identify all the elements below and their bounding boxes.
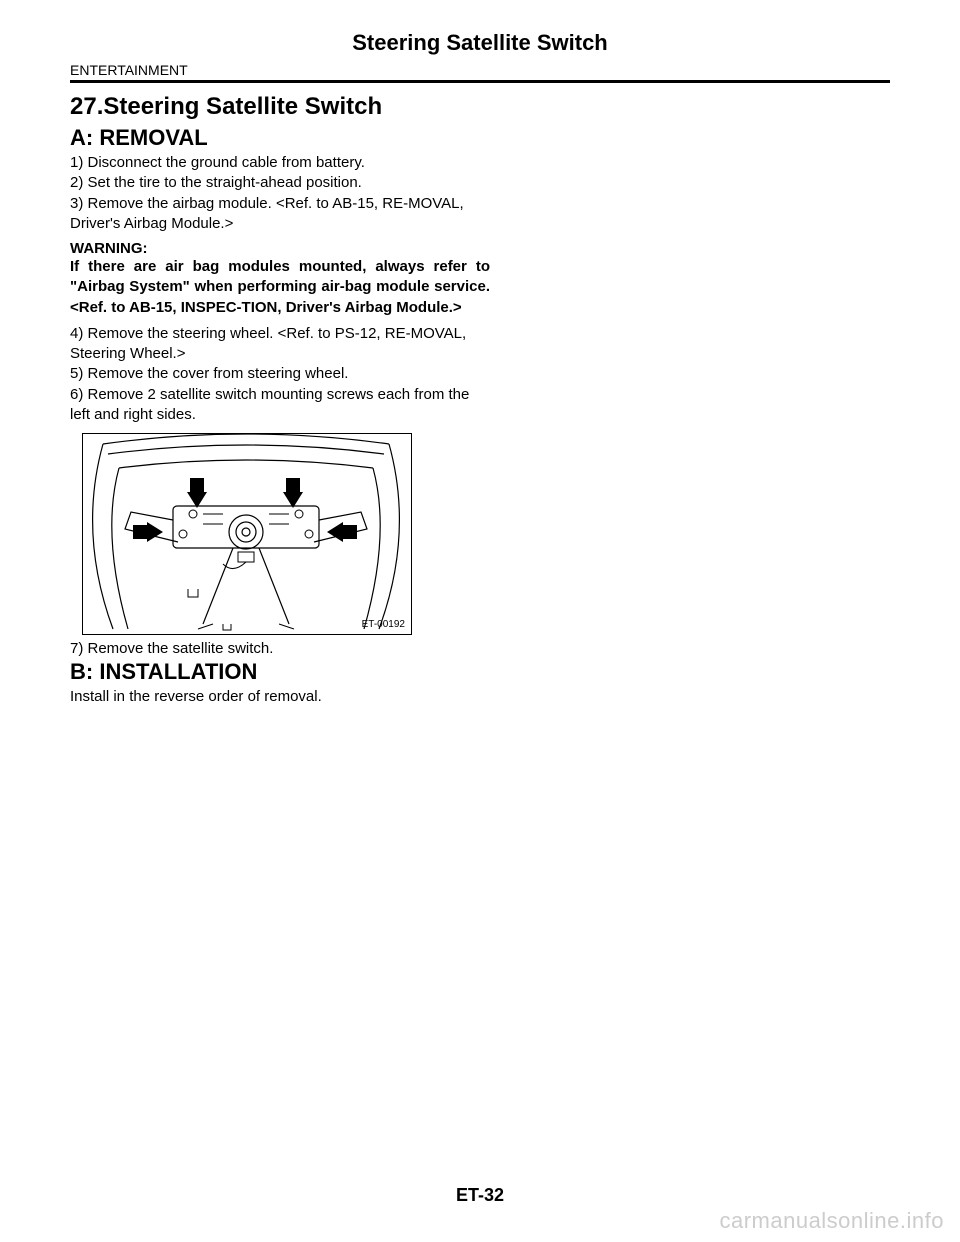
arrow-down-icon bbox=[283, 492, 303, 508]
section-b-text: Install in the reverse order of removal. bbox=[70, 687, 490, 707]
content-column: 27.Steering Satellite Switch A: REMOVAL … bbox=[70, 93, 490, 708]
warning-label: WARNING: bbox=[70, 240, 490, 257]
section-a-heading: A: REMOVAL bbox=[70, 125, 490, 151]
step-1: 1) Disconnect the ground cable from batt… bbox=[70, 153, 490, 173]
page-title: Steering Satellite Switch bbox=[70, 30, 890, 56]
step-5: 5) Remove the cover from steering wheel. bbox=[70, 364, 490, 384]
step-2: 2) Set the tire to the straight-ahead po… bbox=[70, 173, 490, 193]
step-4: 4) Remove the steering wheel. <Ref. to P… bbox=[70, 324, 490, 365]
arrow-down-icon bbox=[187, 492, 207, 508]
step-7: 7) Remove the satellite switch. bbox=[70, 639, 490, 659]
warning-text: If there are air bag modules mounted, al… bbox=[70, 257, 490, 318]
arrow-right-icon bbox=[147, 522, 163, 542]
arrow-left-icon bbox=[327, 522, 343, 542]
section-label: ENTERTAINMENT bbox=[70, 62, 890, 78]
watermark: carmanualsonline.info bbox=[719, 1208, 944, 1234]
section-b-heading: B: INSTALLATION bbox=[70, 659, 490, 685]
wheel-svg bbox=[83, 434, 409, 632]
page-number: ET-32 bbox=[0, 1185, 960, 1206]
steering-wheel-diagram: ET-00192 bbox=[82, 433, 412, 635]
figure-label: ET-00192 bbox=[362, 619, 405, 630]
step-6: 6) Remove 2 satellite switch mounting sc… bbox=[70, 385, 490, 426]
header-divider bbox=[70, 80, 890, 83]
main-heading: 27.Steering Satellite Switch bbox=[70, 93, 490, 121]
step-3: 3) Remove the airbag module. <Ref. to AB… bbox=[70, 194, 490, 235]
